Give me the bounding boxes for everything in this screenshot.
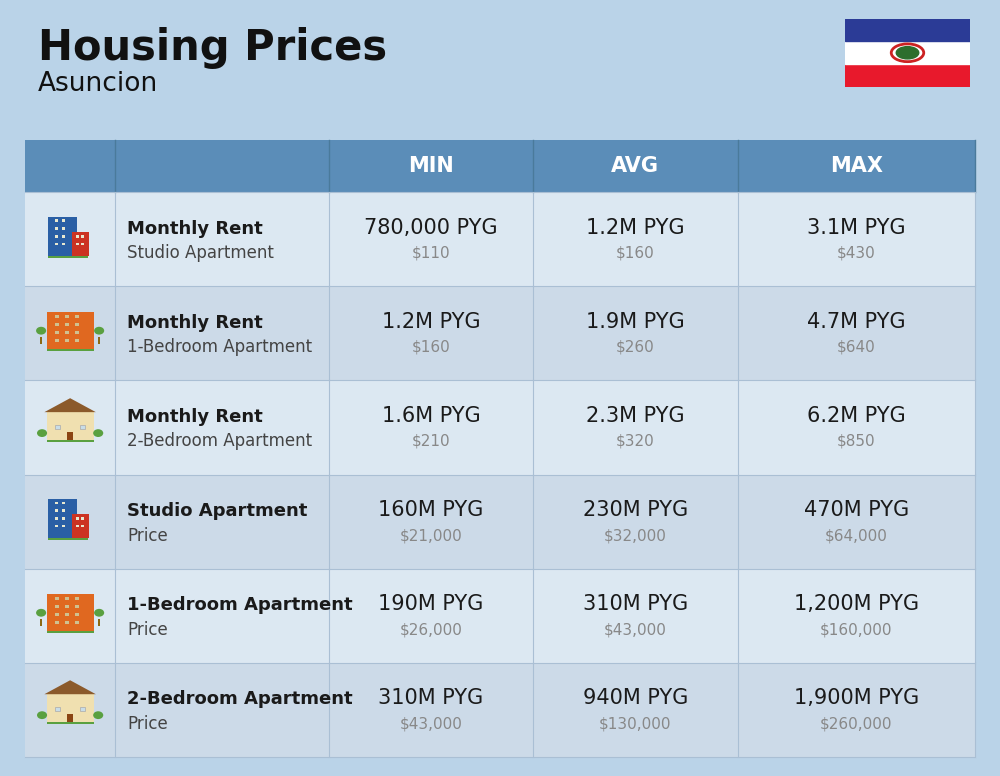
- Text: Housing Prices: Housing Prices: [38, 27, 387, 69]
- Text: $160,000: $160,000: [820, 622, 893, 637]
- Text: Monthly Rent: Monthly Rent: [127, 220, 263, 237]
- Text: 1,900M PYG: 1,900M PYG: [794, 688, 919, 708]
- Text: $850: $850: [837, 434, 876, 449]
- Text: 3.1M PYG: 3.1M PYG: [807, 218, 906, 237]
- Text: Studio Apartment: Studio Apartment: [127, 501, 308, 520]
- Text: $21,000: $21,000: [400, 528, 462, 543]
- Text: $160: $160: [412, 340, 450, 355]
- Bar: [845, 64, 970, 87]
- Text: Price: Price: [127, 715, 168, 733]
- Text: AVG: AVG: [611, 156, 659, 176]
- Text: 780,000 PYG: 780,000 PYG: [364, 218, 498, 237]
- Text: Monthly Rent: Monthly Rent: [127, 314, 263, 331]
- Text: $210: $210: [412, 434, 450, 449]
- Text: MIN: MIN: [408, 156, 454, 176]
- Text: Asuncion: Asuncion: [38, 71, 158, 98]
- Text: Price: Price: [127, 621, 168, 639]
- Text: 230M PYG: 230M PYG: [583, 500, 688, 520]
- Text: $260,000: $260,000: [820, 716, 893, 731]
- Text: 310M PYG: 310M PYG: [378, 688, 484, 708]
- Text: 190M PYG: 190M PYG: [378, 594, 484, 614]
- Text: 940M PYG: 940M PYG: [583, 688, 688, 708]
- Text: $110: $110: [412, 246, 450, 261]
- Text: $130,000: $130,000: [599, 716, 672, 731]
- Text: 6.2M PYG: 6.2M PYG: [807, 406, 906, 426]
- Text: 1,200M PYG: 1,200M PYG: [794, 594, 919, 614]
- Text: $640: $640: [837, 340, 876, 355]
- Text: 2-Bedroom Apartment: 2-Bedroom Apartment: [127, 690, 353, 708]
- Text: 1.9M PYG: 1.9M PYG: [586, 312, 685, 332]
- Text: 160M PYG: 160M PYG: [378, 500, 484, 520]
- Text: $320: $320: [616, 434, 655, 449]
- Text: $43,000: $43,000: [604, 622, 667, 637]
- Text: 1-Bedroom Apartment: 1-Bedroom Apartment: [127, 596, 353, 614]
- Text: Studio Apartment: Studio Apartment: [127, 244, 274, 262]
- Text: $430: $430: [837, 246, 876, 261]
- Text: MAX: MAX: [830, 156, 883, 176]
- Text: 470M PYG: 470M PYG: [804, 500, 909, 520]
- Text: 2-Bedroom Apartment: 2-Bedroom Apartment: [127, 432, 312, 451]
- Text: $26,000: $26,000: [400, 622, 463, 637]
- Text: $160: $160: [616, 246, 655, 261]
- Text: $43,000: $43,000: [400, 716, 463, 731]
- Text: $64,000: $64,000: [825, 528, 888, 543]
- Text: $32,000: $32,000: [604, 528, 667, 543]
- Text: $260: $260: [616, 340, 655, 355]
- Circle shape: [896, 47, 919, 59]
- Text: 1-Bedroom Apartment: 1-Bedroom Apartment: [127, 338, 312, 356]
- Text: 1.2M PYG: 1.2M PYG: [586, 218, 685, 237]
- Text: 4.7M PYG: 4.7M PYG: [807, 312, 906, 332]
- Text: Monthly Rent: Monthly Rent: [127, 407, 263, 426]
- Text: Price: Price: [127, 526, 168, 545]
- Text: 310M PYG: 310M PYG: [583, 594, 688, 614]
- Text: 1.6M PYG: 1.6M PYG: [382, 406, 480, 426]
- Text: 1.2M PYG: 1.2M PYG: [382, 312, 480, 332]
- Bar: [845, 41, 970, 64]
- Bar: [845, 19, 970, 41]
- Text: 2.3M PYG: 2.3M PYG: [586, 406, 685, 426]
